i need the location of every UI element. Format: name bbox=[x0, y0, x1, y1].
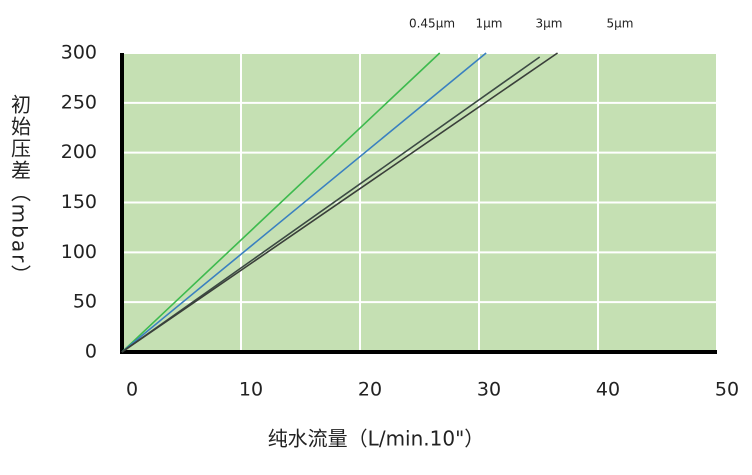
y-tick-label: 100 bbox=[61, 241, 97, 263]
y-tick-label: 0 bbox=[85, 341, 97, 363]
legend-label: 0.45μm bbox=[409, 17, 455, 31]
x-tick-label: 10 bbox=[239, 379, 263, 401]
y-tick-label: 250 bbox=[61, 91, 97, 113]
series-line bbox=[121, 52, 441, 353]
x-axis-label: 纯水流量（L/min.10"） bbox=[268, 427, 485, 451]
series-line bbox=[121, 52, 487, 353]
legend-label: 3μm bbox=[536, 17, 563, 31]
y-tick-label: 50 bbox=[73, 291, 97, 313]
y-axis-label: 初始压差（mbar） bbox=[8, 93, 32, 286]
series-line bbox=[121, 52, 558, 353]
legend-label: 1μm bbox=[476, 17, 503, 31]
legend-label: 5μm bbox=[607, 17, 634, 31]
series-line bbox=[121, 56, 541, 353]
x-tick-label: 40 bbox=[596, 379, 620, 401]
y-tick-label: 200 bbox=[61, 141, 97, 163]
y-tick-label: 150 bbox=[61, 191, 97, 213]
x-tick-label: 30 bbox=[477, 379, 501, 401]
x-tick-label: 20 bbox=[358, 379, 382, 401]
x-tick-label: 50 bbox=[715, 379, 739, 401]
x-tick-label: 0 bbox=[126, 379, 138, 401]
y-tick-label: 300 bbox=[61, 42, 97, 64]
